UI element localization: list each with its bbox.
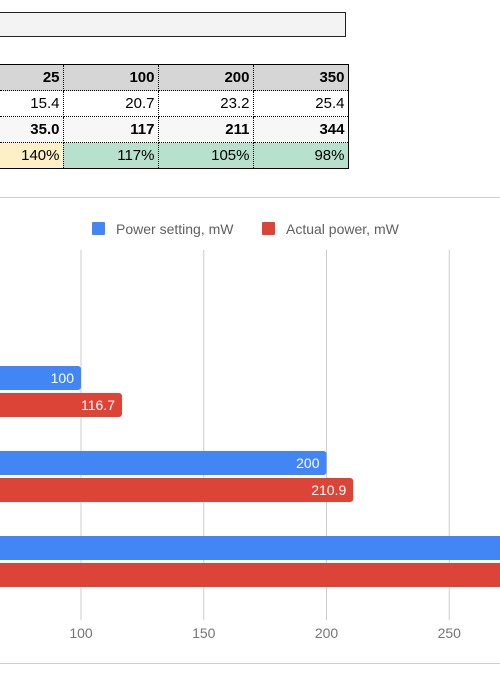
chart-bottom-border xyxy=(0,663,500,664)
table-cell[interactable]: 344 xyxy=(252,116,349,143)
bar-actual-power[interactable] xyxy=(0,563,500,587)
table-row-measured: 15.4 20.7 23.2 25.4 xyxy=(0,90,349,117)
bar-actual-power[interactable] xyxy=(0,393,122,417)
legend-label[interactable]: Actual power, mW xyxy=(286,221,400,237)
bar-power-setting[interactable] xyxy=(0,536,500,560)
name-box[interactable] xyxy=(0,12,346,37)
table-cell[interactable]: 100 xyxy=(62,64,159,91)
table-row-actual: 35.0 117 211 344 xyxy=(0,116,349,143)
bar-actual-power[interactable] xyxy=(0,478,354,502)
bar-value-label: 210.9 xyxy=(311,482,346,498)
table-cell[interactable]: 15.4 xyxy=(0,90,64,117)
x-tick-label: 250 xyxy=(438,625,462,641)
bar-power-setting[interactable] xyxy=(0,451,327,475)
table-cell[interactable]: 35.0 xyxy=(0,116,64,143)
table-cell[interactable]: 117 xyxy=(62,116,159,143)
bar-value-label: 200 xyxy=(296,455,320,471)
table-cell[interactable]: 117% xyxy=(62,142,159,169)
x-tick-label: 100 xyxy=(69,625,93,641)
table-cell[interactable]: 200 xyxy=(157,64,254,91)
table-cell[interactable]: 211 xyxy=(157,116,254,143)
chart-top-border xyxy=(0,197,500,198)
table-cell[interactable]: 25.4 xyxy=(252,90,349,117)
table-row-header: 25 100 200 350 xyxy=(0,64,349,91)
legend-swatch xyxy=(262,222,275,235)
table-cell[interactable]: 350 xyxy=(252,64,349,91)
bar-value-label: 116.7 xyxy=(81,397,115,413)
legend-label[interactable]: Power setting, mW xyxy=(116,221,234,237)
spreadsheet-table: 25 100 200 350 15.4 20.7 23.2 25.4 35.0 117 211 344… xyxy=(0,64,349,169)
bar-value-label: 100 xyxy=(51,370,75,386)
table-cell[interactable]: 105% xyxy=(157,142,254,169)
table-cell[interactable]: 98% xyxy=(252,142,349,169)
table-cell[interactable]: 20.7 xyxy=(62,90,159,117)
bar-power-setting[interactable] xyxy=(0,366,81,390)
x-tick-label: 200 xyxy=(315,625,339,641)
table-cell[interactable]: 140% xyxy=(0,142,64,169)
table-cell[interactable]: 25 xyxy=(0,64,64,91)
table-row-ratio: 140% 117% 105% 98% xyxy=(0,142,349,169)
legend-swatch xyxy=(92,222,105,235)
x-tick-label: 150 xyxy=(192,625,216,641)
bar-chart: 100 200 116.7 210.9 Power setting, mW Actual… xyxy=(0,221,500,641)
table-cell[interactable]: 23.2 xyxy=(157,90,254,117)
